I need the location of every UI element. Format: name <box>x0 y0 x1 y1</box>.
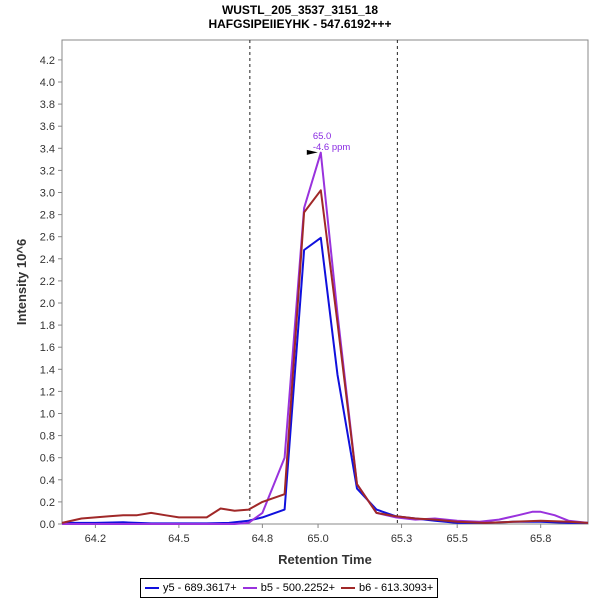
legend: y5 - 689.3617+ b5 - 500.2252+ b6 - 613.3… <box>140 578 439 598</box>
y-tick-label: 2.8 <box>40 210 55 222</box>
y-tick-label: 2.0 <box>40 298 55 310</box>
legend-swatch <box>341 587 356 589</box>
y-tick-label: 2.4 <box>40 254 55 266</box>
y-tick-label: 3.6 <box>40 121 55 133</box>
chromatogram-chart: WUSTL_205_3537_3151_18 HAFGSIPEIIEYHK - … <box>14 3 589 567</box>
x-tick-label: 65.3 <box>391 533 412 545</box>
annotation-ppm: -4.6 ppm <box>313 142 351 153</box>
y-tick-label: 0.4 <box>40 475 55 487</box>
y-tick-label: 1.6 <box>40 342 55 354</box>
legend-label: b5 - 500.2252+ <box>260 582 336 594</box>
y-tick-label: 3.4 <box>40 143 55 155</box>
chart-subtitle: HAFGSIPEIIEYHK - 547.6192+++ <box>208 17 391 31</box>
legend-item: b5 - 500.2252+ <box>242 582 336 594</box>
legend-swatch <box>242 587 257 589</box>
series-lines <box>61 151 589 525</box>
y-tick-label: 0.2 <box>40 497 55 509</box>
y-tick-label: 4.2 <box>40 55 55 67</box>
y-tick-label: 2.2 <box>40 276 55 288</box>
y-tick-label: 3.0 <box>40 187 55 199</box>
x-tick-label: 64.8 <box>252 533 273 545</box>
legend-item: y5 - 689.3617+ <box>145 582 237 594</box>
peak-marker-icon <box>306 149 318 155</box>
y-tick-label: 3.2 <box>40 165 55 177</box>
y-tick-label: 4.0 <box>40 77 55 89</box>
legend-swatch <box>145 587 159 589</box>
legend-label: y5 - 689.3617+ <box>163 582 237 594</box>
x-tick-label: 64.5 <box>168 533 189 545</box>
y-axis: 0.0 0.2 0.4 0.6 0.8 1.0 1.2 1.4 1.6 1.8 2.0 2.2 2.4 2… <box>40 55 62 531</box>
y-axis-label: Intensity 10^6 <box>14 239 29 325</box>
series-line <box>61 189 589 524</box>
y-tick-label: 1.4 <box>40 364 55 376</box>
legend-item: b6 - 613.3093+ <box>341 582 433 594</box>
x-axis-label: Retention Time <box>278 552 372 567</box>
x-tick-label: 64.2 <box>85 533 106 545</box>
chart-title: WUSTL_205_3537_3151_18 <box>222 3 378 17</box>
annotation-rt: 65.0 <box>313 131 332 142</box>
peak-annotation: 65.0 -4.6 ppm <box>306 131 351 155</box>
y-tick-label: 0.6 <box>40 453 55 465</box>
x-tick-label: 65.8 <box>530 533 551 545</box>
x-tick-label: 65.0 <box>307 533 328 545</box>
y-tick-label: 1.8 <box>40 320 55 332</box>
y-tick-label: 0.0 <box>40 519 55 531</box>
y-tick-label: 1.2 <box>40 386 55 398</box>
y-tick-label: 0.8 <box>40 431 55 443</box>
legend-label: b6 - 613.3093+ <box>359 582 434 594</box>
plot-area <box>61 39 589 525</box>
y-tick-label: 3.8 <box>40 99 55 111</box>
peak-boundaries <box>249 40 398 524</box>
y-tick-label: 1.0 <box>40 408 55 420</box>
y-tick-label: 2.6 <box>40 232 55 244</box>
x-tick-label: 65.5 <box>446 533 467 545</box>
x-axis: 64.2 64.5 64.8 65.0 65.3 65.5 65.8 <box>85 524 551 545</box>
